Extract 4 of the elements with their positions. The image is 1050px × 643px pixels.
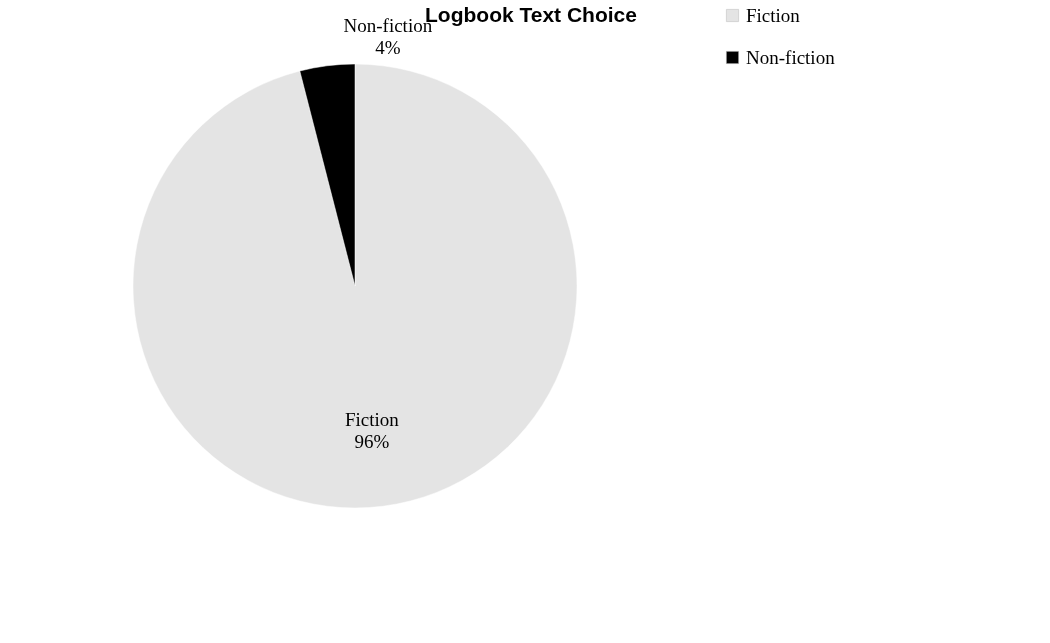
legend-label: Non-fiction: [746, 46, 836, 68]
pie-slice: [132, 63, 578, 508]
data-label: Fiction 96%: [345, 408, 400, 452]
legend-label: Fiction: [746, 4, 801, 26]
